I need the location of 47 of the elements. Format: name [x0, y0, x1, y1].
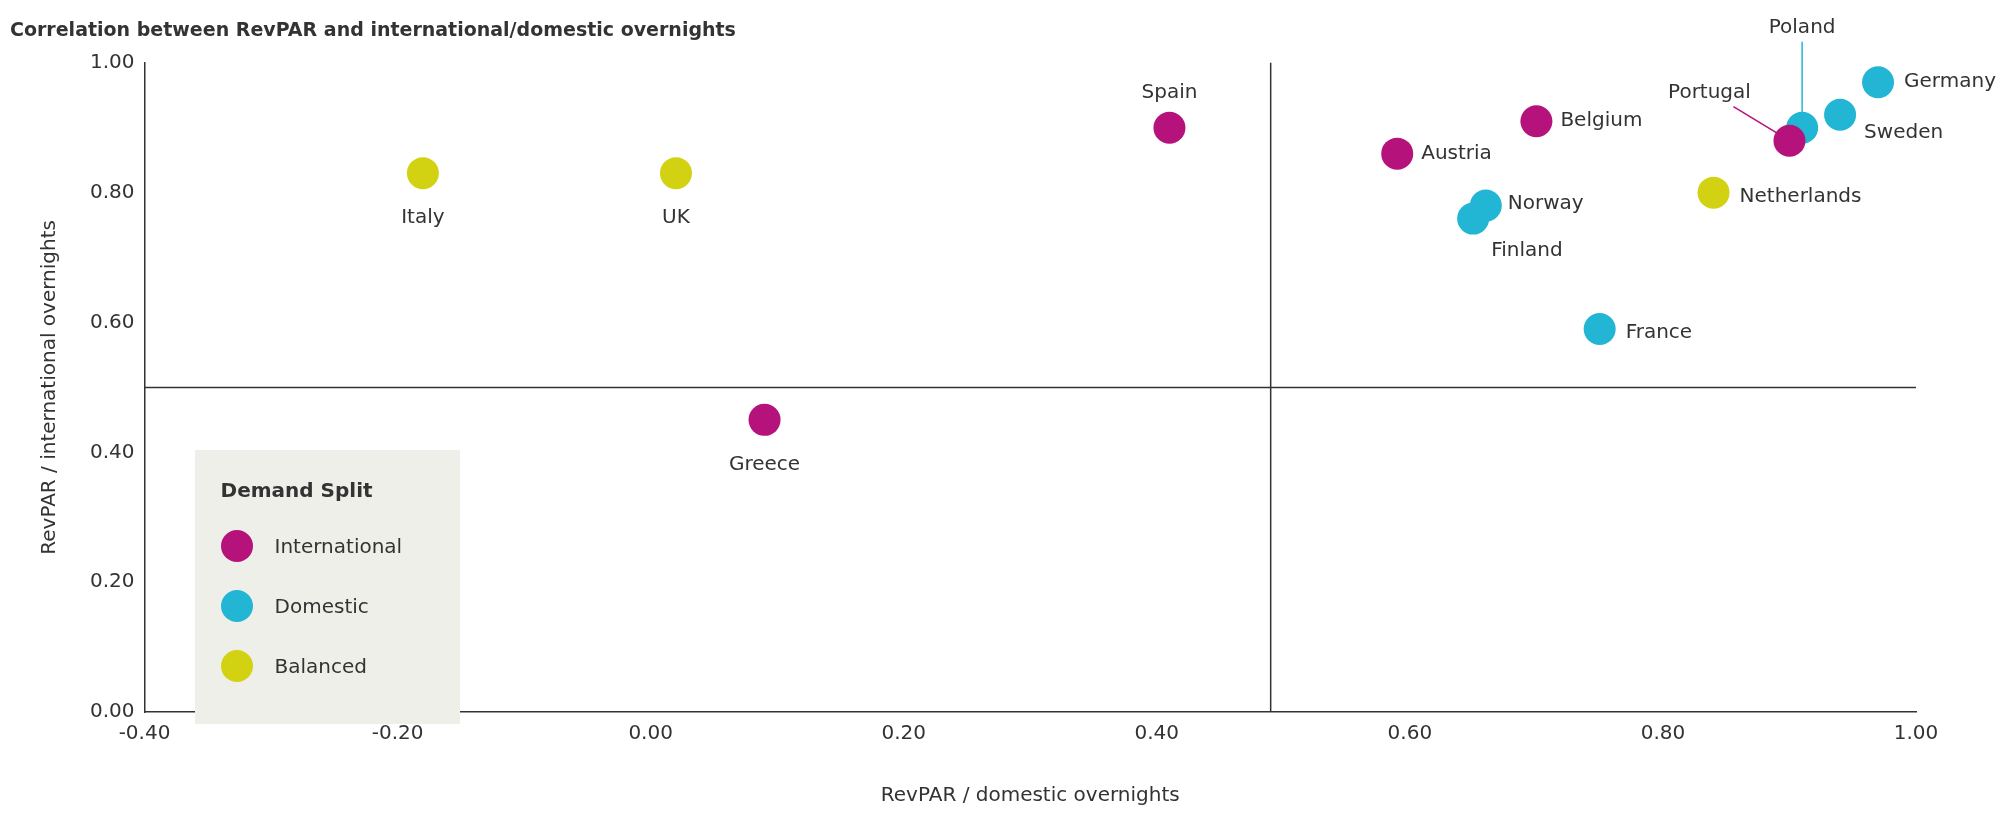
y-tick-label: 1.00 [90, 49, 135, 73]
annotation: Italy [401, 204, 445, 229]
y-tick-label: 0.00 [90, 698, 135, 723]
annotation: Germany [1904, 68, 1997, 93]
annotation: Greece [728, 451, 801, 476]
annotation: Norway [1507, 189, 1584, 214]
annotation: France [1625, 319, 1693, 344]
annotation: Austria [1421, 139, 1492, 164]
point [1153, 111, 1186, 144]
point [406, 157, 439, 190]
point [1381, 137, 1414, 170]
point [1824, 98, 1857, 131]
x-tick-label: 0.40 [1134, 720, 1180, 745]
x-tick-label: -0.40 [118, 720, 171, 745]
point [1773, 124, 1806, 157]
y-tick-label: 0.60 [90, 308, 135, 333]
annotation: Portugal [1668, 78, 1751, 103]
y-tick-label: 0.20 [90, 568, 135, 593]
legend-label: Domestic [274, 594, 369, 618]
x-tick-label: 0.00 [628, 720, 673, 745]
y-axis-title: RevPAR / international overnights [36, 220, 61, 555]
annotation: Belgium [1560, 107, 1643, 132]
point [1457, 202, 1490, 235]
point [1697, 176, 1730, 209]
annotation: Finland [1491, 236, 1563, 261]
legend-title: Demand Split [220, 478, 374, 502]
annotation: UK [662, 204, 691, 229]
point [748, 403, 781, 436]
annotation: Poland [1768, 13, 1836, 38]
x-tick-label: -0.20 [371, 720, 424, 745]
x-tick-label: 0.80 [1640, 720, 1686, 745]
annotation: Sweden [1864, 118, 1944, 143]
x-tick-label: 0.60 [1387, 720, 1433, 745]
annotation: Netherlands [1739, 182, 1862, 207]
legend-label: Balanced [274, 654, 367, 678]
y-tick-label: 0.40 [90, 438, 135, 463]
x-tick-label: 1.00 [1893, 720, 1939, 745]
chart-title: Correlation between RevPAR and international/domestic overnights [10, 18, 736, 41]
annotation: Spain [1141, 78, 1198, 103]
y-tick-label: 0.80 [90, 178, 135, 203]
point [659, 157, 692, 190]
x-axis-title: RevPAR / domestic overnights [880, 782, 1180, 807]
point [1862, 66, 1895, 99]
point [1520, 105, 1553, 138]
point [1583, 312, 1616, 345]
legend-label: International [274, 534, 403, 558]
x-tick-label: 0.20 [881, 720, 926, 745]
